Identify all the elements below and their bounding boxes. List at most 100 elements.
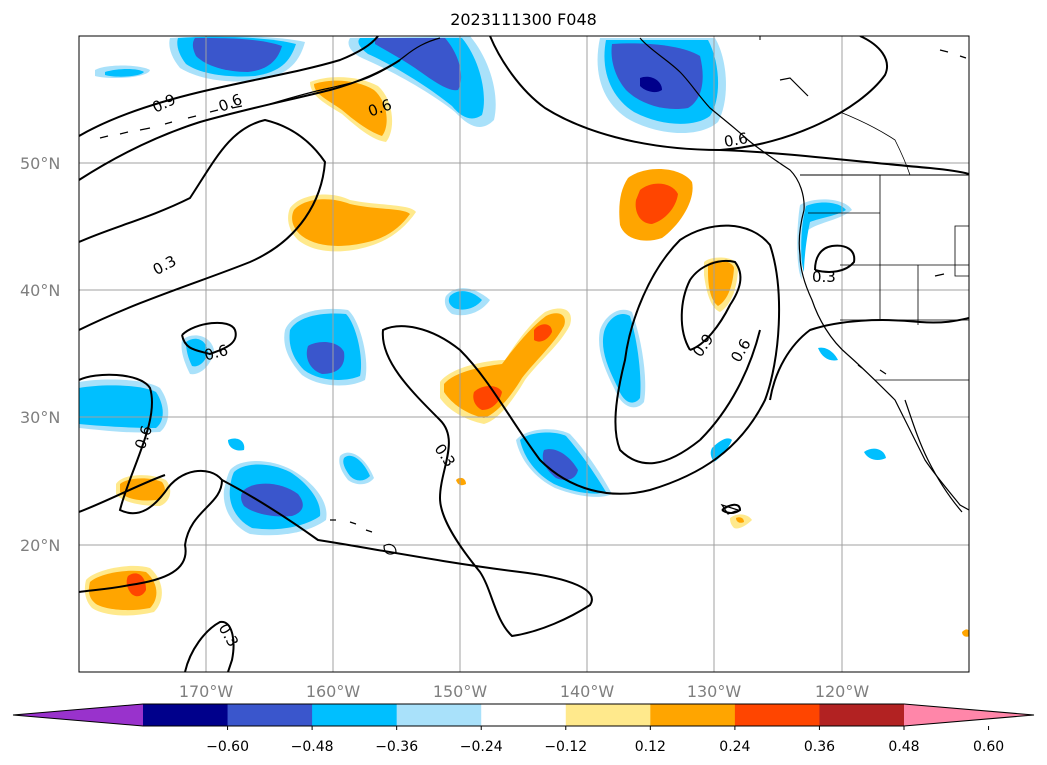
contour-line — [769, 317, 969, 401]
latitude-labels: 50°N 40°N 30°N 20°N — [20, 154, 60, 555]
colorbar-tick-label: −0.36 — [375, 739, 418, 755]
contour-label: 0.3 — [431, 440, 459, 470]
baja-peninsula-coastline — [904, 399, 963, 513]
map-title: 2023111300 F048 — [450, 10, 597, 29]
anomaly-blob-negative — [542, 449, 578, 480]
lon-label-160w: 160°W — [306, 682, 361, 701]
anomaly-blob-negative — [186, 338, 208, 367]
anomaly-blob-negative — [343, 455, 370, 481]
colorbar-tick-label: 0.24 — [719, 739, 750, 755]
colorbar-swatch — [819, 704, 905, 726]
colorbar-tick-label: −0.24 — [460, 739, 503, 755]
lat-label-40n: 40°N — [20, 281, 60, 300]
lon-label-130w: 130°W — [687, 682, 742, 701]
contour-line — [79, 118, 327, 331]
colorbar-tick-label: −0.48 — [291, 739, 334, 755]
contour-label: 0.9 — [149, 90, 178, 116]
contour-line — [221, 224, 781, 638]
lat-label-30n: 30°N — [20, 408, 60, 427]
contour-label: 0.9 — [689, 331, 717, 361]
north-america-coastline — [639, 37, 969, 511]
contour-label: 0.6 — [723, 129, 750, 151]
anomaly-blob-positive — [314, 80, 387, 136]
longitude-labels: 170°W 160°W 150°W 140°W 130°W 120°W — [179, 682, 870, 701]
anomaly-blob-negative — [864, 448, 886, 460]
contour-line — [680, 260, 742, 351]
canada-us-border — [759, 36, 969, 176]
lon-label-150w: 150°W — [433, 682, 488, 701]
colorbar-swatch — [227, 704, 313, 726]
anomaly-blob-negative — [306, 342, 345, 374]
contour-line — [699, 329, 761, 441]
lon-label-170w: 170°W — [179, 682, 234, 701]
hawaii-islands-coastline — [330, 519, 397, 555]
colorbar-extend-high — [904, 704, 1034, 726]
colorbar-tick-label: 0.12 — [635, 739, 666, 755]
colorbar-ticks: −0.60 −0.48 −0.36 −0.24 −0.12 0.12 0.24 0.36 0.4… — [206, 726, 1004, 755]
small-islands — [720, 49, 967, 515]
coastlines — [99, 36, 969, 555]
colorbar-swatch — [734, 704, 820, 726]
anomaly-blob-negative — [602, 313, 641, 403]
contour-lines — [79, 36, 969, 672]
contour-line — [181, 321, 237, 356]
anomaly-blob-negative — [228, 438, 245, 451]
anomaly-blob-negative — [611, 43, 703, 110]
contour-line — [719, 149, 969, 175]
plot-frame — [78, 35, 970, 673]
contour-line — [814, 244, 856, 273]
anomaly-shading — [79, 36, 969, 637]
lon-label-120w: 120°W — [815, 682, 870, 701]
colorbar-swatch — [143, 704, 229, 726]
aleutian-islands-coastline — [99, 105, 243, 139]
contour-label: 0.6 — [202, 341, 230, 365]
anomaly-blob-negative — [375, 38, 462, 91]
anomaly-blob-negative — [818, 347, 838, 361]
anomaly-blob-positive — [736, 517, 744, 523]
anomaly-blob-negative — [640, 76, 662, 93]
anomaly-blob-positive — [534, 324, 552, 342]
contour-line — [721, 503, 742, 514]
map-plot-area: 0.9 0.6 0.6 0.3 0.6 0.6 0.3 0.3 0.9 0.6 … — [79, 36, 969, 672]
colorbar-tick-label: 0.48 — [888, 739, 919, 755]
contour-label: 0.3 — [812, 268, 836, 286]
colorbar-tick-label: 0.60 — [973, 739, 1004, 755]
colorbar-swatch — [650, 704, 736, 726]
contour-label: 0.3 — [150, 252, 180, 279]
colorbar-tick-label: 0.36 — [804, 739, 835, 755]
lat-label-20n: 20°N — [20, 536, 60, 555]
british-columbia-interior-lines — [839, 111, 911, 176]
contour-label: 0.3 — [215, 620, 243, 650]
colorbar-swatch — [396, 704, 482, 726]
contour-line — [184, 620, 235, 672]
colorbar-extend-low — [13, 704, 143, 726]
anomaly-blob-negative — [801, 202, 846, 272]
anomaly-blob-negative — [241, 483, 303, 517]
colorbar-outline — [12, 703, 1035, 727]
lon-label-140w: 140°W — [560, 682, 615, 701]
anomaly-blob-negative — [710, 438, 732, 462]
contour-line — [79, 36, 379, 137]
anomaly-blob-positive — [962, 629, 969, 637]
anomaly-blob-negative — [192, 38, 282, 72]
anomaly-blob-positive — [120, 478, 165, 501]
anomaly-blob-positive — [635, 183, 678, 224]
colorbar-swatch — [312, 704, 398, 726]
colorbar-tick-label: −0.12 — [544, 739, 587, 755]
contour-line — [79, 373, 224, 593]
colorbar-swatches — [13, 704, 1034, 726]
colorbar: −0.60 −0.48 −0.36 −0.24 −0.12 0.12 0.24 0.36 0.4… — [12, 703, 1035, 755]
lat-label-50n: 50°N — [20, 154, 60, 173]
gridlines — [79, 36, 969, 672]
anomaly-blob-positive — [456, 477, 466, 486]
colorbar-tick-label: −0.60 — [206, 739, 249, 755]
colorbar-swatch — [481, 704, 567, 726]
contour-line — [79, 59, 401, 181]
contour-line — [79, 474, 166, 513]
contour-line — [489, 36, 888, 152]
anomaly-blob-negative — [105, 69, 144, 77]
anomaly-blob-positive — [292, 199, 410, 246]
us-state-borders — [808, 175, 969, 325]
colorbar-swatch — [565, 704, 651, 726]
